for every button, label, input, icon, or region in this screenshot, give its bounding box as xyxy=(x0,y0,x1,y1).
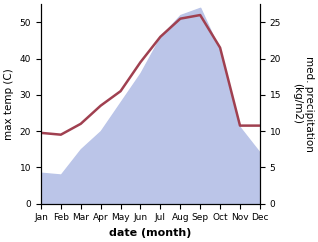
Y-axis label: max temp (C): max temp (C) xyxy=(4,68,14,140)
X-axis label: date (month): date (month) xyxy=(109,228,192,238)
Y-axis label: med. precipitation
(kg/m2): med. precipitation (kg/m2) xyxy=(292,56,314,152)
